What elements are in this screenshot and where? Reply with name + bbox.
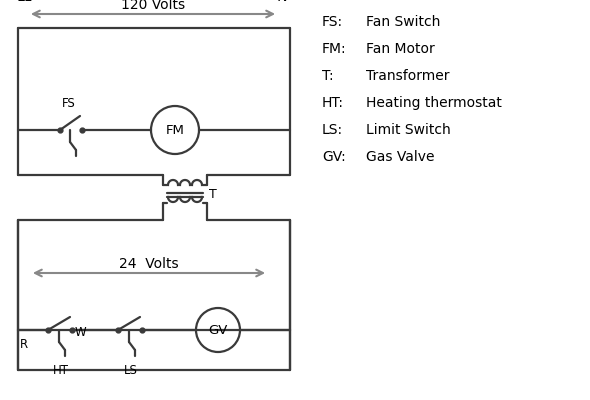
Text: Fan Switch: Fan Switch xyxy=(366,15,440,29)
Text: HT: HT xyxy=(53,364,69,377)
Text: GV:: GV: xyxy=(322,150,346,164)
Text: L1: L1 xyxy=(18,0,35,4)
Text: Fan Motor: Fan Motor xyxy=(366,42,435,56)
Text: GV: GV xyxy=(208,324,228,336)
Text: 24  Volts: 24 Volts xyxy=(119,257,179,271)
Text: 120 Volts: 120 Volts xyxy=(121,0,185,12)
Text: R: R xyxy=(20,338,28,351)
Text: Limit Switch: Limit Switch xyxy=(366,123,451,137)
Text: Gas Valve: Gas Valve xyxy=(366,150,434,164)
Text: T: T xyxy=(209,188,217,202)
Text: Heating thermostat: Heating thermostat xyxy=(366,96,502,110)
Text: FM: FM xyxy=(166,124,185,136)
Text: LS:: LS: xyxy=(322,123,343,137)
Text: LS: LS xyxy=(124,364,138,377)
Text: N: N xyxy=(278,0,288,4)
Text: T:: T: xyxy=(322,69,333,83)
Text: Transformer: Transformer xyxy=(366,69,450,83)
Text: W: W xyxy=(75,326,87,338)
Text: HT:: HT: xyxy=(322,96,344,110)
Text: FS:: FS: xyxy=(322,15,343,29)
Text: FM:: FM: xyxy=(322,42,347,56)
Text: FS: FS xyxy=(62,97,76,110)
